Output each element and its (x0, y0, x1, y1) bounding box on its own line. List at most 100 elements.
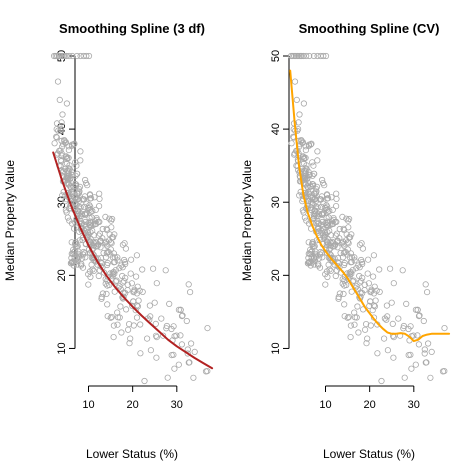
data-point (315, 260, 322, 268)
data-point (340, 238, 347, 245)
data-point (347, 250, 354, 257)
data-point (415, 341, 422, 348)
data-point (77, 148, 84, 155)
data-point (175, 306, 182, 313)
data-point (57, 147, 64, 154)
data-point (364, 335, 371, 342)
data-point (76, 197, 83, 204)
y-tick-label: 10 (270, 342, 282, 354)
data-point (67, 183, 74, 190)
data-point (374, 350, 381, 357)
data-point (312, 252, 319, 259)
data-point (384, 347, 391, 354)
data-point (315, 228, 323, 235)
data-point (119, 272, 126, 280)
data-point (107, 314, 114, 321)
data-point (139, 288, 146, 295)
data-point (340, 226, 348, 234)
data-point (293, 96, 300, 104)
data-point (106, 215, 113, 222)
data-point (334, 263, 341, 270)
data-point (61, 137, 68, 144)
data-point (424, 340, 432, 347)
data-point (75, 190, 83, 197)
data-point (307, 262, 314, 269)
data-point (128, 280, 135, 287)
data-point (310, 52, 318, 60)
data-point (311, 261, 318, 268)
data-point (301, 214, 308, 221)
data-point (65, 154, 72, 161)
data-point (344, 246, 351, 253)
data-point (405, 351, 412, 359)
data-point (184, 346, 191, 353)
data-point (324, 218, 331, 225)
data-point (70, 249, 77, 256)
data-point (80, 248, 87, 256)
data-point (72, 239, 79, 246)
data-point (95, 272, 102, 280)
data-point (314, 217, 321, 224)
data-point (133, 273, 140, 280)
data-point (339, 254, 347, 261)
data-point (152, 320, 159, 327)
data-point (319, 211, 326, 218)
data-point (358, 278, 365, 285)
data-point (351, 257, 358, 264)
data-point (114, 321, 121, 328)
data-point (307, 141, 314, 148)
data-point (158, 315, 165, 322)
data-point (305, 239, 312, 246)
data-point (421, 346, 428, 353)
data-point (118, 262, 125, 269)
data-point (153, 280, 160, 287)
data-point (56, 96, 63, 104)
data-point (358, 240, 365, 247)
data-point (88, 261, 95, 268)
data-point (104, 259, 111, 267)
data-point (51, 140, 58, 147)
data-point (310, 162, 317, 169)
data-point (53, 134, 60, 141)
data-point (141, 377, 148, 385)
data-point (327, 267, 334, 274)
data-point (175, 361, 182, 368)
data-point (420, 317, 427, 325)
data-point (316, 196, 323, 203)
data-point (303, 176, 310, 183)
data-point (178, 312, 186, 320)
data-point (412, 306, 419, 313)
data-point (353, 283, 360, 290)
data-point (356, 295, 364, 302)
data-point (103, 238, 110, 245)
data-point (177, 332, 184, 339)
data-point (290, 126, 297, 133)
data-point (296, 111, 303, 118)
y-tick-label: 30 (56, 196, 68, 208)
data-point (83, 200, 90, 207)
data-point (114, 254, 121, 261)
x-tick-label: 30 (171, 399, 183, 411)
data-point (376, 288, 383, 295)
data-point (125, 326, 132, 333)
data-point (69, 258, 76, 266)
data-point (150, 265, 157, 272)
data-point (422, 281, 429, 288)
data-point (75, 203, 83, 210)
data-point (152, 332, 160, 339)
x-tick-label: 30 (408, 399, 420, 411)
data-point (147, 347, 154, 354)
y-axis-label: Median Property Value (240, 160, 254, 282)
data-point (110, 333, 117, 341)
data-point (112, 266, 119, 274)
data-point (184, 350, 191, 357)
data-point (147, 313, 154, 320)
data-point (119, 264, 126, 271)
data-point (103, 250, 110, 257)
data-point (62, 165, 69, 172)
data-point (144, 335, 151, 342)
data-point (61, 52, 68, 60)
data-point (162, 267, 169, 274)
data-point (314, 148, 321, 155)
data-point (357, 256, 365, 264)
